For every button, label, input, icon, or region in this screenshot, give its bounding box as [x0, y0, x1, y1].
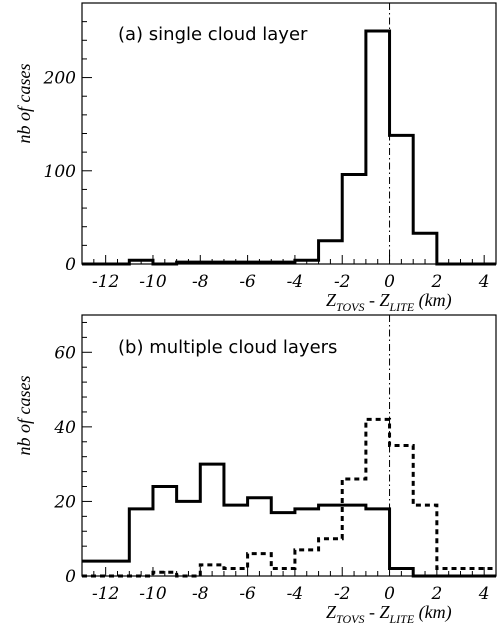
y-tick-label: 60	[54, 343, 76, 363]
x-tick-label: 4	[478, 584, 490, 604]
panel-a: -12 -10 -8 -6 -4 -2 0 2 4 0 100 200 (a) single cloud…	[14, 2, 497, 314]
y-axis-title: nb of cases	[14, 64, 34, 144]
x-tick-label: 0	[384, 584, 395, 604]
x-tick-label: 2	[430, 584, 442, 604]
x-tick-label: 0	[384, 272, 395, 292]
x-tick-label: 2	[430, 272, 442, 292]
panel-label: (b) multiple cloud layers	[118, 337, 337, 358]
y-tick-label: 0	[65, 255, 76, 275]
histogram-series-dashed	[82, 417, 496, 578]
panel-label: (a) single cloud layer	[118, 24, 308, 45]
x-tick-label: -12	[92, 584, 119, 604]
x-tick-label: -12	[92, 272, 119, 292]
histogram-series-solid	[82, 462, 496, 578]
x-axis-title: ZTOVS - ZLITE (km)	[326, 290, 452, 314]
x-tick-label: -8	[192, 272, 209, 292]
x-axis-title: ZTOVS - ZLITE (km)	[326, 602, 452, 626]
y-tick-label: 200	[43, 69, 77, 89]
y-tick-label: 40	[53, 418, 76, 438]
x-tick-label: -2	[334, 272, 351, 292]
y-tick-label: 0	[65, 567, 76, 587]
x-tick-label: -6	[239, 272, 256, 292]
histogram-series-solid	[82, 29, 496, 266]
x-tick-label: -4	[287, 272, 304, 292]
x-tick-label: 4	[478, 272, 490, 292]
x-tick-label: -6	[239, 584, 256, 604]
x-tick-label: -8	[192, 584, 209, 604]
y-tick-label: 100	[44, 162, 77, 182]
x-tick-label: -10	[139, 584, 167, 604]
x-tick-label: -10	[139, 272, 167, 292]
y-axis-title: nb of cases	[14, 376, 34, 456]
plot-frame	[81, 314, 497, 577]
x-tick-label: -2	[334, 584, 351, 604]
x-tick-label: -4	[287, 584, 304, 604]
y-tick-label: 20	[53, 492, 76, 512]
